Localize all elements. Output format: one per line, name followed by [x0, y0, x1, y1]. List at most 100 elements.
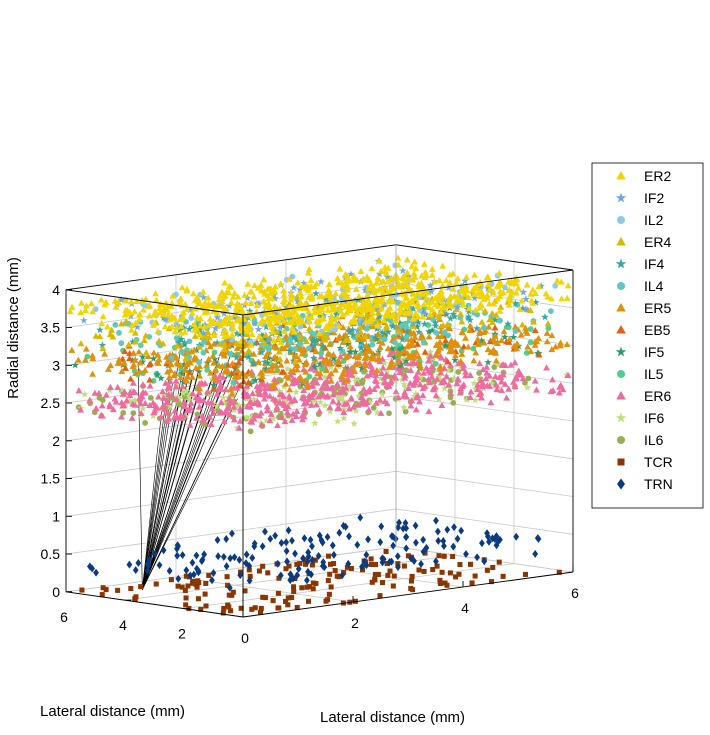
point [425, 408, 433, 415]
point [492, 373, 499, 380]
point [280, 401, 288, 408]
point [497, 281, 505, 288]
point [361, 390, 369, 397]
point [257, 281, 265, 288]
point [442, 277, 450, 284]
point [263, 406, 271, 414]
point [187, 571, 194, 580]
point [455, 369, 462, 375]
point [168, 355, 175, 361]
point [225, 582, 231, 588]
point [395, 345, 403, 353]
point [290, 366, 298, 373]
z-tick-label: 2.5 [41, 395, 61, 411]
point [296, 289, 304, 296]
point [426, 281, 435, 289]
axis-edge [65, 591, 244, 618]
point [251, 339, 259, 347]
point [420, 309, 429, 317]
point [101, 301, 109, 308]
point [236, 382, 244, 389]
point [472, 573, 478, 579]
point [462, 372, 469, 379]
legend-marker [617, 216, 625, 224]
point [559, 386, 567, 393]
point [408, 397, 416, 404]
point [255, 390, 263, 397]
point [248, 418, 256, 425]
point [485, 300, 493, 307]
point [250, 350, 258, 357]
point [274, 421, 281, 429]
point [250, 293, 258, 300]
point [357, 513, 364, 522]
point [193, 414, 200, 421]
legend-marker [616, 303, 626, 312]
point [301, 378, 309, 385]
point [97, 412, 105, 419]
point [230, 416, 238, 423]
point [210, 569, 217, 577]
point [378, 522, 385, 531]
point [309, 377, 317, 384]
point [139, 404, 147, 412]
point [306, 598, 312, 604]
point [330, 303, 338, 310]
gridline [395, 395, 574, 422]
point [183, 602, 189, 608]
point [246, 576, 253, 585]
point [369, 341, 376, 348]
z-tick-label: 3.5 [41, 320, 61, 336]
point [245, 307, 254, 315]
point [379, 580, 386, 586]
point [137, 400, 145, 407]
point [235, 358, 243, 365]
point [213, 338, 221, 346]
point [423, 543, 430, 552]
point [242, 588, 248, 594]
point [139, 381, 147, 388]
point [320, 333, 328, 340]
point [384, 288, 392, 295]
point [462, 368, 469, 375]
point [527, 348, 535, 355]
point [474, 386, 482, 393]
point [532, 289, 539, 297]
point [386, 304, 394, 311]
point [284, 306, 292, 313]
point [328, 584, 334, 590]
point [218, 408, 225, 415]
point [280, 317, 288, 324]
point [484, 567, 490, 573]
point [384, 327, 392, 335]
point [548, 295, 555, 302]
point [97, 296, 105, 303]
point [286, 386, 294, 393]
point [444, 320, 451, 328]
point [149, 321, 157, 328]
point [401, 383, 410, 391]
point [159, 402, 167, 409]
point [383, 549, 389, 555]
point [439, 569, 445, 575]
point [440, 536, 447, 545]
point [485, 323, 493, 330]
point [556, 342, 564, 349]
series-tcr [79, 549, 562, 616]
point [229, 324, 237, 331]
point [136, 359, 144, 366]
point [123, 306, 131, 313]
projection-line [142, 378, 184, 590]
point [362, 332, 369, 339]
point [500, 573, 506, 579]
point [354, 540, 361, 549]
point [111, 297, 119, 304]
legend-label: IF2 [644, 190, 664, 206]
point [372, 399, 380, 406]
point [401, 354, 409, 362]
point [467, 388, 475, 395]
point [496, 559, 502, 565]
point [180, 323, 188, 331]
point [128, 586, 134, 592]
point [543, 329, 551, 336]
